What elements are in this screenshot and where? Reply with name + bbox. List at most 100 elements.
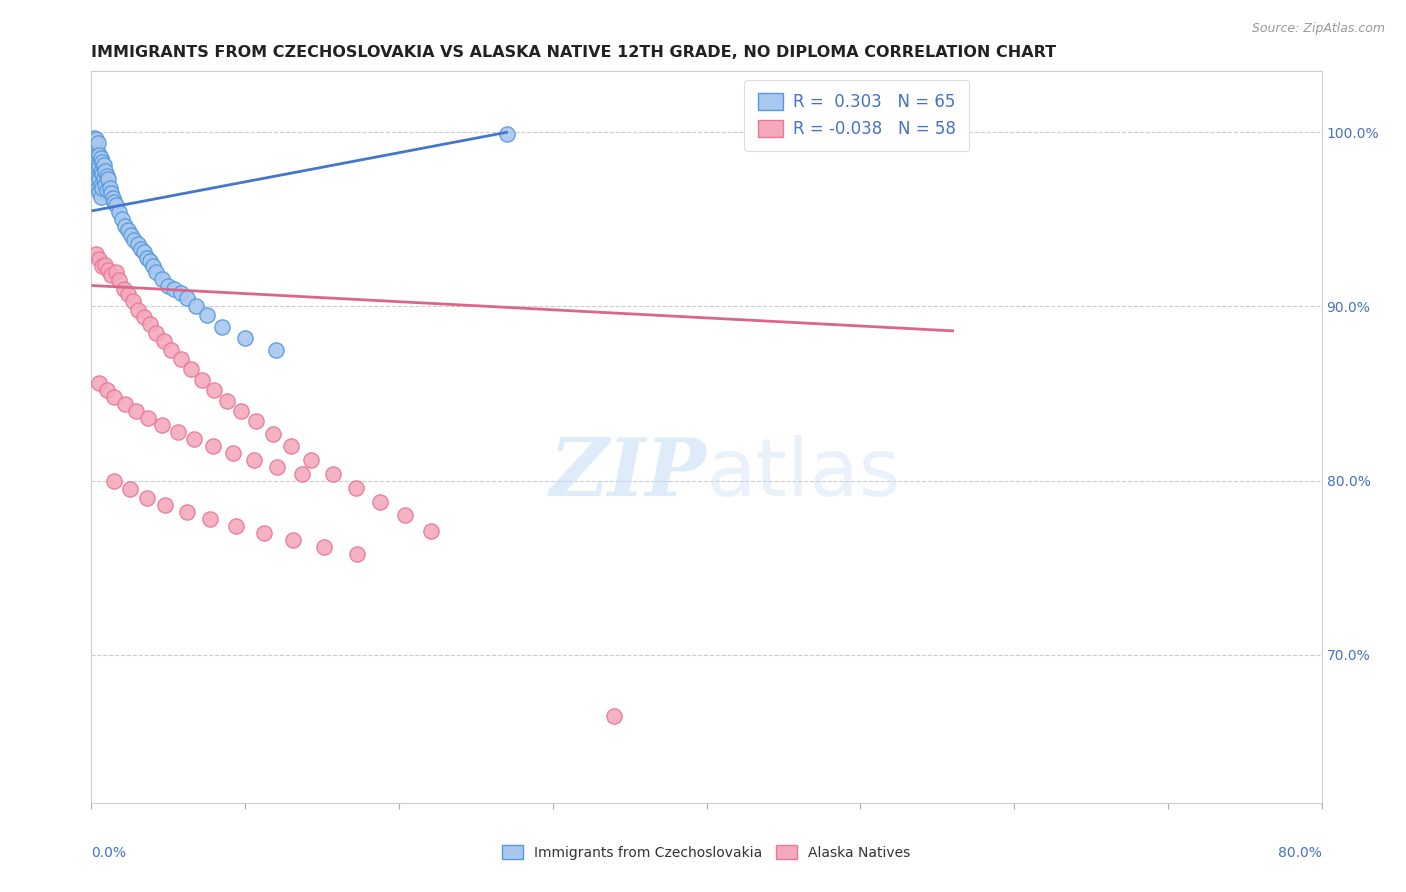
Point [105,265,127,279]
Point [91,155,114,169]
Point [82,134,104,148]
Point [420,524,443,538]
Point [150,417,173,432]
Point [152,334,174,349]
Point [191,373,214,387]
Point [280,439,302,453]
Point [233,331,256,345]
Point [86,181,108,195]
Point [135,251,157,265]
Point [82,152,104,166]
Point [90,163,112,178]
Point [120,228,142,243]
Point [100,268,122,282]
Point [96,383,118,397]
Point [184,300,207,314]
Point [84,163,107,178]
Point [112,282,135,296]
Point [201,439,224,453]
Point [160,343,183,357]
Point [101,192,124,206]
Point [139,317,162,331]
Point [291,467,314,481]
Point [211,320,233,334]
Point [87,160,110,174]
Point [94,163,117,178]
Point [145,326,167,340]
Point [103,390,125,404]
Point [118,483,141,497]
Point [105,198,127,212]
Point [83,130,105,145]
Point [83,169,105,183]
Point [122,294,145,309]
Point [153,498,177,512]
Point [394,508,416,523]
Text: Source: ZipAtlas.com: Source: ZipAtlas.com [1251,22,1385,36]
Point [83,156,105,170]
Point [84,247,107,261]
Point [169,351,191,366]
Point [86,156,108,170]
Point [136,411,159,425]
Point [495,127,517,141]
Point [169,285,191,300]
Point [84,174,107,188]
Point [91,167,114,181]
Point [111,212,134,227]
Point [114,397,136,411]
Point [87,376,110,390]
Point [127,302,149,317]
Text: IMMIGRANTS FROM CZECHOSLOVAKIA VS ALASKA NATIVE 12TH GRADE, NO DIPLOMA CORRELATI: IMMIGRANTS FROM CZECHOSLOVAKIA VS ALASKA… [91,45,1056,61]
Point [150,271,173,285]
Point [96,183,118,197]
Point [87,148,110,162]
Point [117,287,139,301]
Point [262,426,284,441]
Point [222,446,245,460]
Point [225,519,247,533]
Point [195,308,218,322]
Point [91,181,114,195]
Point [108,205,131,219]
Text: 80.0%: 80.0% [1278,847,1322,861]
Point [264,343,287,357]
Text: 0.0%: 0.0% [91,847,127,861]
Point [245,414,267,428]
Point [93,158,115,172]
Point [84,132,107,146]
Point [83,137,105,152]
Point [108,273,131,287]
Point [163,282,186,296]
Point [83,146,105,161]
Point [93,170,115,185]
Point [87,252,110,267]
Point [142,260,165,274]
Point [166,425,188,439]
Point [97,263,120,277]
Point [97,172,120,186]
Point [344,481,367,495]
Point [125,404,148,418]
Point [90,190,112,204]
Text: atlas: atlas [706,434,901,513]
Point [84,152,107,166]
Legend: Immigrants from Czechoslovakia, Alaska Natives: Immigrants from Czechoslovakia, Alaska N… [496,839,917,865]
Point [135,491,157,505]
Point [202,383,225,397]
Text: ZIP: ZIP [550,435,706,512]
Point [98,181,121,195]
Point [86,169,108,183]
Point [129,242,152,256]
Point [370,494,392,508]
Point [132,245,155,260]
Point [180,362,202,376]
Point [253,525,276,540]
Point [82,143,104,157]
Point [87,172,110,186]
Point [90,178,112,192]
Point [103,194,125,209]
Point [103,474,125,488]
Point [215,393,238,408]
Point [266,459,288,474]
